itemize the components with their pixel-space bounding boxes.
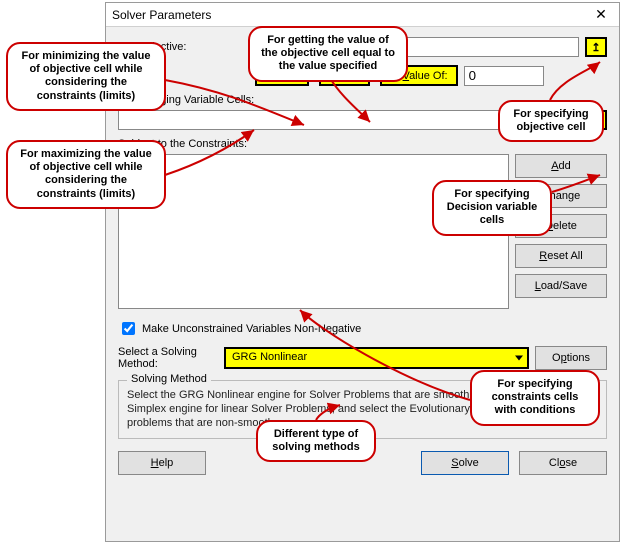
callout-methods: Different type of solving methods — [256, 420, 376, 462]
callout-max: For maximizing the value of objective ce… — [6, 140, 166, 209]
callout-decision: For specifying Decision variable cells — [432, 180, 552, 236]
callout-valueof: For getting the value of the objective c… — [248, 26, 408, 82]
callout-obj: For specifying objective cell — [498, 100, 604, 142]
callout-min: For minimizing the value of objective ce… — [6, 42, 166, 111]
callout-constraints: For specifying constraints cells with co… — [470, 370, 600, 426]
